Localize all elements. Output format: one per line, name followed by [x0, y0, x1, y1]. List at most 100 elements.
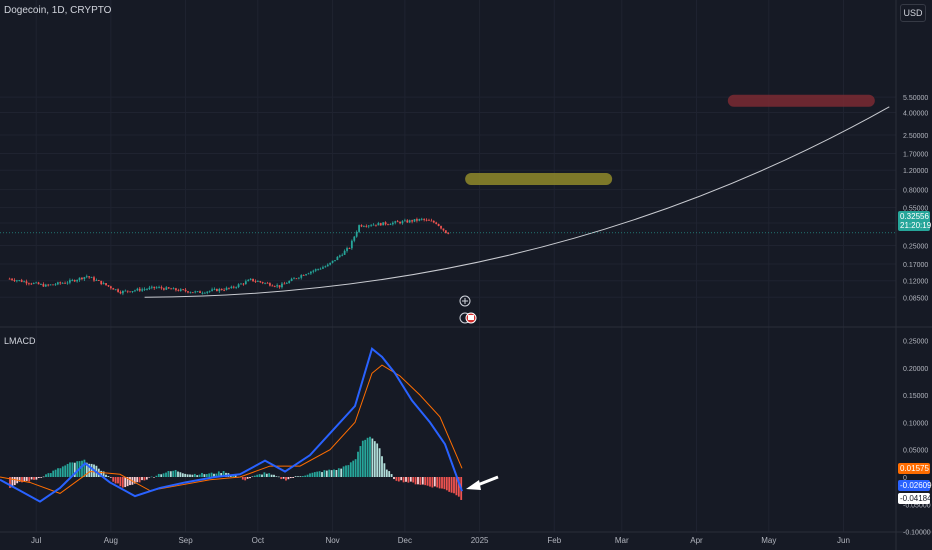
candle-up — [319, 268, 322, 270]
histogram-bar-negative — [37, 477, 40, 479]
histogram-bar-positive — [376, 443, 379, 477]
histogram-bar-positive — [294, 476, 297, 477]
histogram-bar-positive — [181, 473, 184, 477]
histogram-bar-positive — [61, 466, 64, 477]
histogram-bar-positive — [311, 472, 314, 477]
histogram-bar-positive — [265, 473, 268, 477]
candle-up — [124, 290, 127, 292]
candle-up — [143, 289, 146, 290]
histogram-bar-positive — [71, 462, 74, 477]
histogram-bar-negative — [280, 477, 283, 480]
histogram-bar-positive — [52, 470, 55, 477]
price-tick-label: 1.70000 — [903, 152, 928, 159]
histogram-bar-positive — [167, 471, 170, 477]
candle-up — [317, 268, 320, 270]
candle-down — [112, 288, 115, 290]
candle-up — [78, 277, 81, 281]
candle-up — [322, 267, 324, 269]
price-tick-label: 0.17000 — [903, 262, 928, 269]
histogram-bar-negative — [124, 477, 127, 488]
histogram-bar-negative — [453, 477, 455, 494]
histogram-bar-negative — [436, 477, 439, 488]
histogram-bar-positive — [169, 471, 172, 477]
candle-down — [430, 220, 433, 222]
candle-down — [259, 281, 262, 283]
candle-down — [184, 289, 187, 292]
candle-up — [256, 281, 259, 282]
candle-down — [13, 279, 16, 281]
macd-tick-label: 0.10000 — [903, 420, 928, 427]
candle-down — [162, 288, 165, 290]
candle-down — [283, 283, 286, 285]
candle-up — [329, 262, 332, 265]
histogram-bar-negative — [143, 477, 146, 481]
histogram-bar-positive — [217, 471, 220, 477]
histogram-bar-negative — [35, 477, 38, 480]
candle-up — [408, 220, 411, 223]
candle-up — [353, 236, 356, 241]
candle-up — [240, 283, 242, 285]
candle-down — [442, 228, 445, 231]
candle-down — [47, 284, 50, 286]
histogram-bar-positive — [213, 473, 215, 477]
candle-up — [225, 287, 228, 290]
candle-down — [444, 230, 447, 234]
candle-up — [309, 271, 312, 274]
macd-tick-label: -0.05000 — [903, 502, 931, 509]
price-tick-label: 2.50000 — [903, 133, 928, 140]
histogram-bar-negative — [249, 477, 251, 479]
candle-up — [336, 256, 339, 261]
candle-up — [85, 276, 88, 278]
price-tick-label: 4.00000 — [903, 110, 928, 117]
histogram-bar-positive — [160, 474, 163, 477]
candle-down — [182, 289, 185, 291]
histogram-bar-negative — [414, 477, 417, 485]
candle-up — [141, 289, 144, 291]
histogram-bar-negative — [119, 477, 122, 487]
histogram-bar-positive — [378, 448, 381, 477]
candle-down — [428, 219, 430, 221]
candle-down — [216, 288, 218, 292]
histogram-bar-positive — [57, 468, 59, 477]
histogram-bar-negative — [457, 477, 460, 497]
candle-down — [399, 221, 401, 224]
histogram-bar-positive — [366, 437, 369, 477]
target-zone — [465, 172, 613, 185]
candle-up — [95, 280, 98, 281]
histogram-bar-negative — [13, 477, 16, 486]
candle-down — [223, 289, 226, 291]
candle-up — [293, 278, 295, 280]
candle-up — [237, 284, 240, 288]
candle-up — [350, 240, 353, 249]
histogram-bar-positive — [299, 476, 302, 477]
histogram-bar-negative — [114, 477, 117, 484]
histogram-bar-positive — [66, 463, 69, 477]
candle-down — [348, 248, 351, 249]
candle-up — [297, 277, 300, 279]
candle-up — [307, 273, 310, 275]
candle-up — [235, 287, 238, 288]
histogram-bar-positive — [337, 468, 340, 477]
event-flag-icon[interactable] — [459, 312, 477, 324]
candle-down — [160, 287, 163, 289]
add-icon[interactable] — [459, 295, 471, 307]
candle-down — [273, 286, 276, 287]
candle-down — [302, 275, 305, 276]
histogram-bar-negative — [23, 477, 26, 482]
target-zones — [465, 94, 875, 185]
candle-down — [440, 225, 442, 229]
currency-button[interactable]: USD — [900, 4, 926, 22]
candle-up — [148, 287, 151, 289]
price-tick-label: 0.12000 — [903, 279, 928, 286]
candle-down — [411, 220, 414, 222]
candle-up — [358, 225, 360, 232]
candle-up — [76, 280, 79, 282]
candle-up — [208, 290, 211, 292]
histogram-bar-negative — [429, 477, 431, 487]
candle-down — [228, 287, 230, 289]
histogram-bar-positive — [342, 466, 345, 477]
histogram-bar-negative — [25, 477, 28, 481]
histogram-bar-positive — [198, 474, 201, 477]
histogram-bar-negative — [126, 477, 129, 487]
